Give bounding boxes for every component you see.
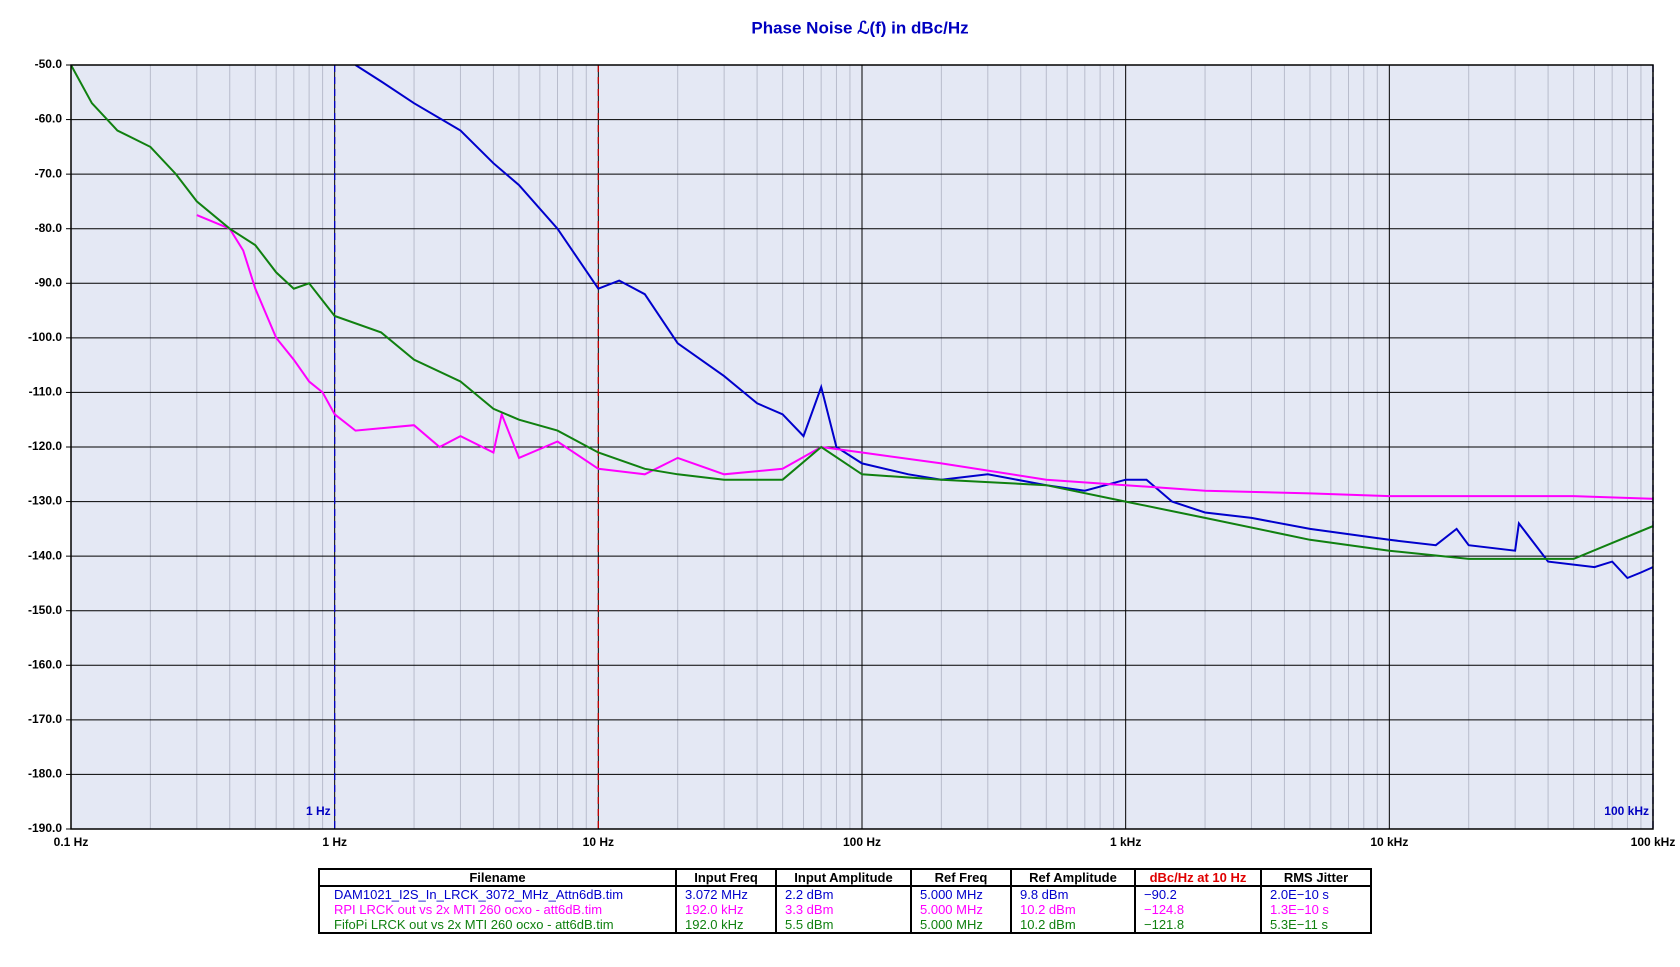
table-cell: 3.072 MHz bbox=[675, 886, 777, 902]
table-cell: 5.000 MHz bbox=[910, 902, 1012, 917]
table-row: FifoPi LRCK out vs 2x MTI 260 ocxo - att… bbox=[318, 917, 1372, 934]
table-cell: FifoPi LRCK out vs 2x MTI 260 ocxo - att… bbox=[318, 917, 677, 934]
y-tick-label: -130.0 bbox=[28, 494, 62, 508]
legend-table: Filename Input Freq Input Amplitude Ref Fre… bbox=[318, 868, 1372, 934]
cursor-label: 1 Hz bbox=[306, 804, 331, 818]
table-cell: 10.2 dBm bbox=[1010, 902, 1136, 917]
table-cell: RPI LRCK out vs 2x MTI 260 ocxo - att6dB… bbox=[318, 902, 677, 917]
y-tick-label: -60.0 bbox=[35, 112, 63, 126]
x-tick-label: 10 Hz bbox=[583, 835, 614, 849]
y-tick-label: -110.0 bbox=[29, 385, 63, 399]
table-cell: 2.2 dBm bbox=[775, 886, 912, 902]
column-header: Ref Freq bbox=[910, 868, 1012, 887]
table-cell: −124.8 bbox=[1134, 902, 1262, 917]
column-header: Ref Amplitude bbox=[1010, 868, 1136, 887]
y-tick-label: -80.0 bbox=[35, 221, 63, 235]
x-tick-label: 10 kHz bbox=[1370, 835, 1408, 849]
table-cell: 192.0 kHz bbox=[675, 917, 777, 934]
y-tick-label: -140.0 bbox=[28, 548, 62, 562]
y-tick-label: -100.0 bbox=[28, 330, 62, 344]
column-header: Input Freq bbox=[675, 868, 777, 887]
table-cell: 10.2 dBm bbox=[1010, 917, 1136, 934]
table-cell: 1.3E−10 s bbox=[1260, 902, 1372, 917]
table-cell: 5.000 MHz bbox=[910, 917, 1012, 934]
series-line bbox=[196, 214, 1653, 500]
column-header: Input Amplitude bbox=[775, 868, 912, 887]
y-tick-label: -170.0 bbox=[28, 712, 62, 726]
table-header: Filename Input Freq Input Amplitude Ref Fre… bbox=[318, 868, 1372, 887]
column-header: RMS Jitter bbox=[1260, 868, 1372, 887]
y-tick-label: -180.0 bbox=[28, 767, 62, 781]
table-cell: 5.000 MHz bbox=[910, 886, 1012, 902]
series-line bbox=[71, 65, 1653, 560]
plot-frame bbox=[70, 64, 1654, 830]
y-tick-label: -150.0 bbox=[28, 603, 62, 617]
series-line bbox=[354, 65, 1653, 580]
x-tick-label: 0.1 Hz bbox=[54, 835, 89, 849]
table-cell: −90.2 bbox=[1134, 886, 1262, 902]
y-tick-label: -190.0 bbox=[28, 821, 62, 835]
table-cell: 5.3E−11 s bbox=[1260, 917, 1372, 934]
cursor-label: 100 kHz bbox=[1604, 804, 1649, 818]
x-tick-label: 1 kHz bbox=[1110, 835, 1141, 849]
y-tick-label: -90.0 bbox=[35, 275, 63, 289]
y-tick-label: -120.0 bbox=[28, 439, 62, 453]
column-header: Filename bbox=[318, 868, 677, 887]
y-tick-label: -50.0 bbox=[35, 57, 63, 71]
y-tick-label: -160.0 bbox=[28, 657, 62, 671]
table-cell: 9.8 dBm bbox=[1010, 886, 1136, 902]
x-tick-label: 1 Hz bbox=[322, 835, 347, 849]
table-cell: −121.8 bbox=[1134, 917, 1262, 934]
column-header: dBc/Hz at 10 Hz bbox=[1134, 868, 1262, 887]
table-row: DAM1021_I2S_In_LRCK_3072_MHz_Attn6dB.tim… bbox=[318, 886, 1372, 902]
table-cell: 192.0 kHz bbox=[675, 902, 777, 917]
table-cell: 5.5 dBm bbox=[775, 917, 912, 934]
chart-title: Phase Noise ℒ(f) in dBc/Hz bbox=[751, 18, 968, 37]
table-cell: 3.3 dBm bbox=[775, 902, 912, 917]
table-cell: 2.0E−10 s bbox=[1260, 886, 1372, 902]
table-cell: DAM1021_I2S_In_LRCK_3072_MHz_Attn6dB.tim bbox=[318, 886, 677, 902]
chart: Phase Noise ℒ(f) in dBc/Hz -50.0 -60.0 -70… bbox=[28, 18, 1676, 849]
table-row: RPI LRCK out vs 2x MTI 260 ocxo - att6dB… bbox=[318, 902, 1372, 917]
y-tick-label: -70.0 bbox=[35, 166, 63, 180]
x-tick-label: 100 kHz bbox=[1631, 835, 1676, 849]
table-body: DAM1021_I2S_In_LRCK_3072_MHz_Attn6dB.tim… bbox=[318, 886, 1372, 934]
x-tick-label: 100 Hz bbox=[843, 835, 881, 849]
